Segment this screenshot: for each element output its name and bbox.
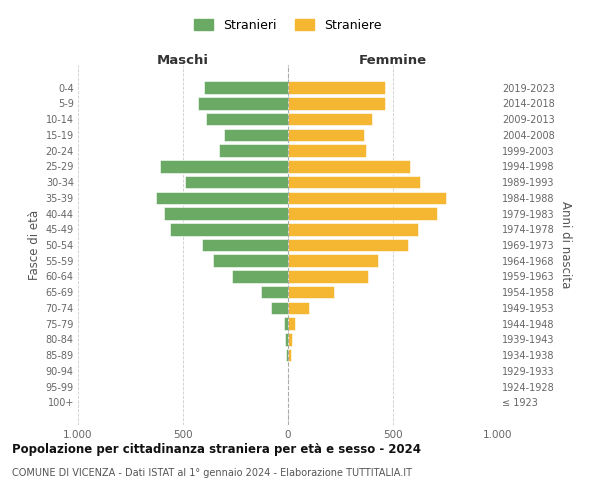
Bar xyxy=(288,113,372,126)
Bar xyxy=(185,176,288,188)
Bar xyxy=(286,349,288,362)
Text: Maschi: Maschi xyxy=(157,54,209,67)
Bar xyxy=(288,128,364,141)
Text: Femmine: Femmine xyxy=(359,54,427,67)
Bar xyxy=(288,160,410,172)
Bar xyxy=(170,223,288,235)
Bar xyxy=(160,160,288,172)
Bar xyxy=(214,254,288,267)
Bar xyxy=(284,318,288,330)
Bar xyxy=(288,349,291,362)
Legend: Stranieri, Straniere: Stranieri, Straniere xyxy=(190,14,386,37)
Bar xyxy=(218,144,288,157)
Bar xyxy=(156,192,288,204)
Bar xyxy=(164,207,288,220)
Bar xyxy=(288,176,420,188)
Bar xyxy=(288,238,408,252)
Text: COMUNE DI VICENZA - Dati ISTAT al 1° gennaio 2024 - Elaborazione TUTTITALIA.IT: COMUNE DI VICENZA - Dati ISTAT al 1° gen… xyxy=(12,468,412,477)
Bar xyxy=(202,238,288,252)
Bar xyxy=(288,207,437,220)
Bar xyxy=(288,318,295,330)
Bar xyxy=(271,302,288,314)
Bar xyxy=(285,333,288,345)
Y-axis label: Anni di nascita: Anni di nascita xyxy=(559,202,572,288)
Bar xyxy=(288,302,309,314)
Bar xyxy=(288,223,418,235)
Bar xyxy=(288,97,385,110)
Bar xyxy=(232,270,288,283)
Bar xyxy=(198,97,288,110)
Bar xyxy=(288,192,445,204)
Bar xyxy=(224,128,288,141)
Y-axis label: Fasce di età: Fasce di età xyxy=(28,210,41,280)
Bar xyxy=(288,333,292,345)
Bar xyxy=(288,82,385,94)
Bar xyxy=(288,270,368,283)
Bar xyxy=(288,144,366,157)
Bar xyxy=(204,82,288,94)
Bar xyxy=(288,286,334,298)
Bar xyxy=(206,113,288,126)
Text: Popolazione per cittadinanza straniera per età e sesso - 2024: Popolazione per cittadinanza straniera p… xyxy=(12,442,421,456)
Bar xyxy=(288,254,379,267)
Bar xyxy=(260,286,288,298)
